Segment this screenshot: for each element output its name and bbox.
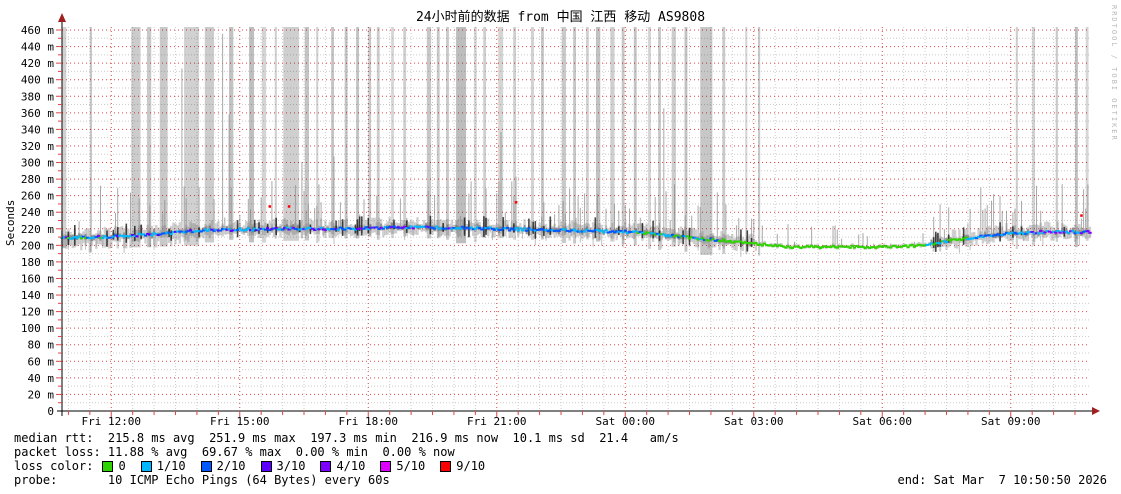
loss-legend-label: 5/10 [396, 459, 426, 473]
loss-color-swatch [320, 460, 332, 472]
y-tick-label: 380 m [21, 90, 54, 103]
x-tick-label: Fri 12:00 [81, 415, 141, 428]
loss-legend-label: 3/10 [276, 459, 306, 473]
y-tick-label: 180 m [21, 256, 54, 269]
loss-color-swatch [200, 460, 212, 472]
loss-legend-item: 4/10 [320, 459, 365, 473]
y-tick-label: 360 m [21, 107, 54, 120]
tick-labels-layer: 0 20 m 40 m 60 m 80 m 100 m 120 m 140 m 160 m 180… [21, 24, 1041, 428]
chart-title: 24小时前的数据 from 中国 江西 移动 AS9808 [415, 10, 706, 25]
loss-color-swatch [260, 460, 272, 472]
loss-legend-item: 0 [102, 459, 126, 473]
loss-legend-label: 4/10 [336, 459, 366, 473]
y-tick-label: 260 m [21, 190, 54, 203]
y-tick-label: 80 m [28, 339, 55, 352]
y-tick-label: 100 m [21, 322, 54, 335]
loss-color-swatch [440, 460, 452, 472]
y-tick-label: 300 m [21, 157, 54, 170]
loss-bars-layer [62, 27, 1089, 256]
y-tick-label: 340 m [21, 123, 54, 136]
y-tick-label: 40 m [28, 372, 55, 385]
median-rtt-stats: median rtt: 215.8 ms avg 251.9 ms max 19… [14, 431, 679, 445]
y-tick-label: 60 m [28, 355, 55, 368]
x-tick-label: Sat 06:00 [852, 415, 912, 428]
loss-legend-item: 9/10 [440, 459, 485, 473]
y-tick-label: 0 [47, 405, 54, 418]
y-tick-label: 460 m [21, 24, 54, 37]
loss-color-legend: loss color: 0 1/10 2/10 3/10 4/10 5/10 9/10 [14, 459, 500, 473]
rrdtool-watermark: RRDTOOL / TOBI OETIKER [1110, 5, 1118, 142]
loss-legend-item: 3/10 [260, 459, 306, 473]
x-tick-label: Sat 09:00 [981, 415, 1041, 428]
x-tick-label: Fri 18:00 [338, 415, 398, 428]
grid-minor-layer [62, 27, 1090, 411]
packet-loss-stats: packet loss: 11.88 % avg 69.67 % max 0.0… [14, 445, 455, 459]
loss-color-swatch [102, 460, 114, 472]
y-tick-label: 160 m [21, 272, 54, 285]
loss-legend-label: 0 [118, 459, 126, 473]
loss-legend-label: 2/10 [216, 459, 246, 473]
grid-major-layer [62, 27, 1090, 411]
y-tick-label: 320 m [21, 140, 54, 153]
axes-layer [56, 13, 1100, 417]
loss-color-swatch [140, 460, 152, 472]
probe-info: probe: 10 ICMP Echo Pings (64 Bytes) eve… [14, 473, 390, 487]
y-tick-label: 120 m [21, 306, 54, 319]
median-line-layer [60, 225, 1092, 250]
y-tick-label: 220 m [21, 223, 54, 236]
loss-legend-label: 1/10 [156, 459, 186, 473]
x-tick-label: Fri 21:00 [467, 415, 527, 428]
loss-dots-layer [268, 201, 1083, 217]
x-tick-label: Sat 03:00 [724, 415, 784, 428]
y-tick-label: 280 m [21, 173, 54, 186]
y-tick-label: 20 m [28, 388, 55, 401]
x-tick-label: Sat 00:00 [595, 415, 655, 428]
loss-color-swatch [380, 460, 392, 472]
x-tick-label: Fri 15:00 [210, 415, 270, 428]
loss-legend-label: 9/10 [456, 459, 486, 473]
loss-legend-items: 0 1/10 2/10 3/10 4/10 5/10 9/10 [102, 459, 500, 473]
y-tick-label: 240 m [21, 206, 54, 219]
y-tick-label: 400 m [21, 74, 54, 87]
end-timestamp: end: Sat Mar 7 10:50:50 2026 [897, 473, 1107, 487]
y-tick-label: 200 m [21, 239, 54, 252]
loss-legend-item: 1/10 [140, 459, 186, 473]
y-tick-label: 420 m [21, 57, 54, 70]
loss-legend-item: 5/10 [380, 459, 425, 473]
y-tick-label: 440 m [21, 41, 54, 54]
loss-color-label: loss color: [14, 459, 94, 473]
loss-legend-item: 2/10 [200, 459, 246, 473]
y-tick-label: 140 m [21, 289, 54, 302]
